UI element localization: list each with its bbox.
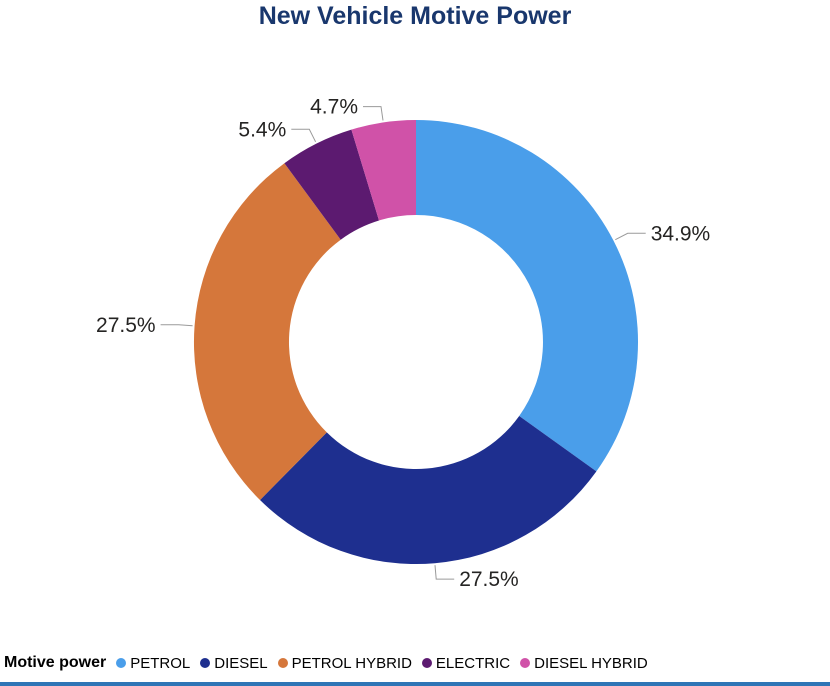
legend-item-electric[interactable]: ELECTRIC (421, 654, 511, 672)
leader-line (615, 232, 646, 241)
bottom-accent-bar (0, 682, 830, 686)
legend: Motive power PETROL DIESEL PETROL HYBRID EL… (4, 654, 648, 672)
slice-diesel[interactable] (260, 416, 597, 565)
leader-line (434, 565, 455, 580)
legend-label: DIESEL (214, 654, 268, 672)
leader-line (363, 106, 384, 121)
legend-swatch-icon (421, 658, 432, 668)
legend-title: Motive power (4, 654, 107, 671)
chart-title: New Vehicle Motive Power (258, 2, 572, 30)
slice-label: 34.9% (651, 222, 711, 245)
legend-label: DIESEL HYBRID (534, 654, 648, 672)
slice-label: 4.7% (310, 96, 358, 119)
slice-label: 27.5% (96, 314, 156, 337)
leader-line (160, 324, 193, 327)
legend-swatch-icon (277, 658, 288, 668)
legend-label: ELECTRIC (435, 654, 511, 672)
slice-petrol-hybrid[interactable] (193, 163, 341, 500)
legend-swatch-icon (200, 658, 211, 668)
slice-label: 5.4% (238, 118, 286, 141)
legend-swatch-icon (116, 658, 127, 668)
legend-item-diesel[interactable]: DIESEL (200, 654, 268, 672)
slice-electric[interactable] (284, 129, 379, 240)
legend-label: PETROL HYBRID (291, 654, 412, 672)
slice-label: 27.5% (459, 568, 519, 591)
legend-swatch-icon (520, 658, 531, 668)
slice-diesel-hybrid[interactable] (351, 120, 416, 221)
slice-petrol[interactable] (416, 119, 639, 472)
legend-item-petrol-hybrid[interactable]: PETROL HYBRID (277, 654, 412, 672)
legend-item-diesel-hybrid[interactable]: DIESEL HYBRID (520, 655, 648, 672)
donut-chart: 34.9% 27.5% 27.5% 5.4% 4.7% (96, 96, 711, 591)
leader-line (291, 128, 317, 143)
legend-item-petrol[interactable]: PETROL (116, 655, 190, 672)
legend-label: PETROL (130, 654, 191, 672)
